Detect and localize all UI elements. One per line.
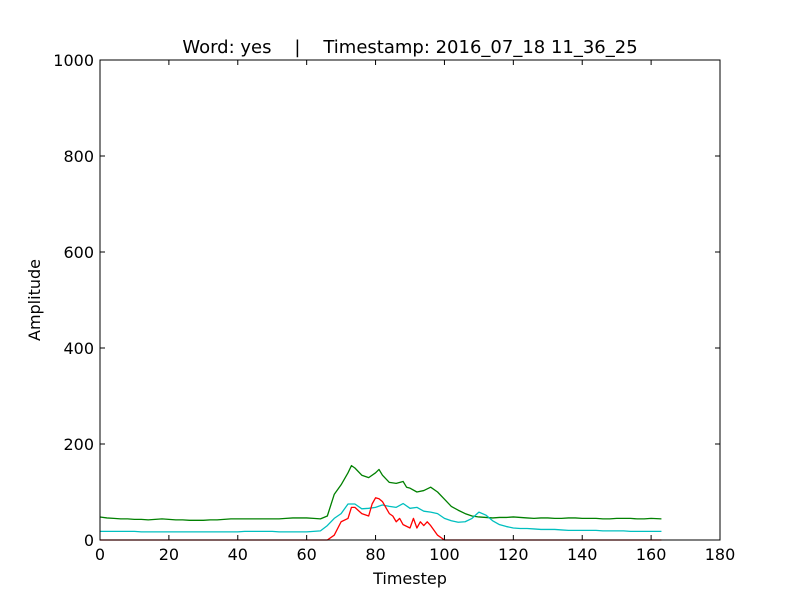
x-tick-label: 160: [636, 545, 667, 564]
x-tick-label: 120: [498, 545, 529, 564]
y-tick-label: 800: [63, 147, 94, 166]
y-tick-label: 400: [63, 339, 94, 358]
x-axis-label: Timestep: [372, 569, 447, 588]
y-axis-label: Amplitude: [25, 259, 44, 341]
series-line-1: [99, 464, 662, 521]
x-tick-label: 0: [95, 545, 105, 564]
y-tick-label: 600: [63, 243, 94, 262]
y-tick-label: 0: [84, 531, 94, 550]
x-tick-label: 180: [705, 545, 736, 564]
series-line-2: [100, 502, 662, 533]
x-tick-label: 60: [296, 545, 316, 564]
ticks-layer: 0 20 40 60 80 100 120 140 160 180 0 200 400 600 800 100…: [53, 51, 735, 564]
x-tick-label: 40: [228, 545, 248, 564]
y-tick-label: 200: [63, 435, 94, 454]
x-tick-label: 140: [567, 545, 598, 564]
x-tick-label: 100: [429, 545, 460, 564]
x-tick-label: 20: [159, 545, 179, 564]
chart-title: Word: yes | Timestamp: 2016_07_18 11_36_…: [182, 37, 637, 58]
plot-frame: [99, 59, 721, 541]
y-tick-label: 1000: [53, 51, 94, 70]
x-tick-label: 80: [365, 545, 385, 564]
